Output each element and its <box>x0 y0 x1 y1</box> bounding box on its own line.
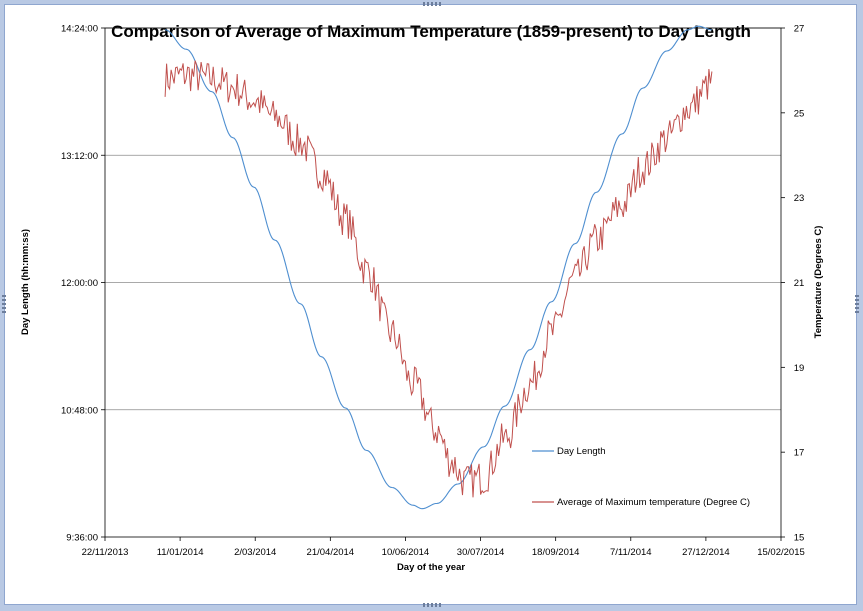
left-tick-label: 9:36:00 <box>66 533 98 544</box>
left-tick-label: 10:48:00 <box>61 405 98 416</box>
right-tick-label: 19 <box>794 363 805 374</box>
right-axis: 15 17 19 21 23 25 27 <box>781 24 804 544</box>
right-tick-label: 25 <box>794 108 805 119</box>
right-tick-label: 23 <box>794 193 805 204</box>
resize-handle-left[interactable] <box>2 295 6 313</box>
series-layer <box>164 25 713 510</box>
series-day-length-line <box>165 25 712 510</box>
x-tick-label: 27/12/2014 <box>682 547 730 558</box>
left-axis-title: Day Length (hh:mm:ss) <box>20 229 31 335</box>
right-tick-label: 15 <box>794 533 805 544</box>
right-axis-title: Temperature (Degrees C) <box>813 226 824 339</box>
resize-handle-bottom[interactable] <box>423 603 441 607</box>
right-tick-label: 27 <box>794 24 805 35</box>
x-tick-label: 11/01/2014 <box>157 547 204 558</box>
x-tick-label: 7/11/2014 <box>610 547 652 558</box>
right-tick-label: 17 <box>794 448 805 459</box>
x-tick-label: 18/09/2014 <box>532 547 580 558</box>
series-max-temperature-line <box>164 60 713 498</box>
legend-label-max-temp: Average of Maximum temperature (Degree C… <box>557 497 750 508</box>
x-tick-label: 10/06/2014 <box>382 547 430 558</box>
x-tick-label: 22/11/2013 <box>82 547 129 558</box>
left-tick-label: 14:24:00 <box>61 24 98 35</box>
left-tick-label: 12:00:00 <box>61 278 98 289</box>
resize-handle-right[interactable] <box>855 295 859 313</box>
x-tick-label: 15/02/2015 <box>757 547 805 558</box>
x-tick-label: 2/03/2014 <box>234 547 276 558</box>
chart-title: Comparison of Average of Maximum Tempera… <box>111 22 751 41</box>
x-axis-title: Day of the year <box>397 562 465 573</box>
x-axis: 22/11/2013 11/01/2014 2/03/2014 21/04/2014 1… <box>82 537 805 558</box>
left-axis: 9:36:00 10:48:00 12:00:00 13:12:00 14:24:00 <box>61 24 105 544</box>
x-tick-label: 30/07/2014 <box>457 547 505 558</box>
x-tick-label: 21/04/2014 <box>307 547 355 558</box>
chart-svg: Comparison of Average of Maximum Tempera… <box>20 22 824 573</box>
resize-handle-top[interactable] <box>423 2 441 6</box>
left-tick-label: 13:12:00 <box>61 151 98 162</box>
right-tick-label: 21 <box>794 278 805 289</box>
legend: Day Length Average of Maximum temperatur… <box>532 446 750 508</box>
grid <box>105 27 781 411</box>
legend-label-day-length: Day Length <box>557 446 606 457</box>
